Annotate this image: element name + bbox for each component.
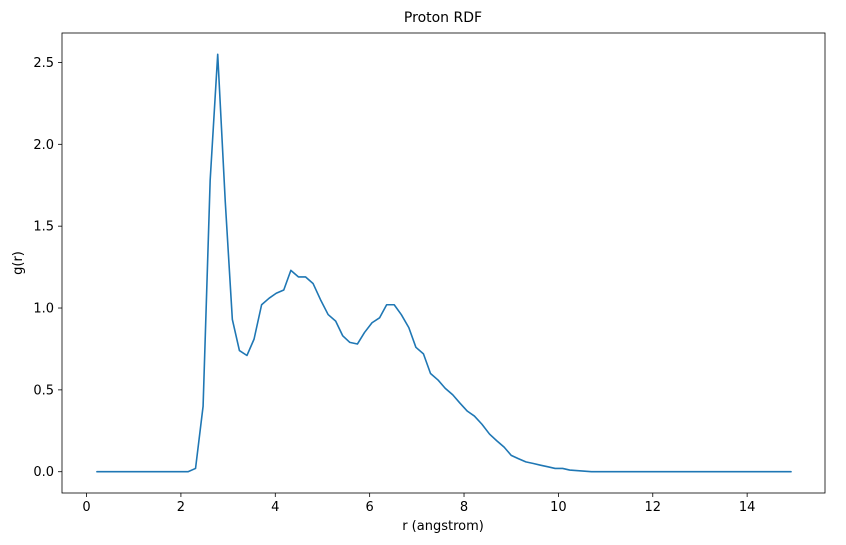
x-tick-label: 6: [366, 500, 374, 515]
y-tick-label: 1.5: [33, 220, 54, 235]
x-tick-label: 8: [460, 500, 468, 515]
plot-area: [61, 32, 826, 494]
x-tick-label: 0: [82, 500, 90, 515]
x-tick-label: 2: [177, 500, 185, 515]
x-tick-label: 14: [739, 500, 756, 515]
x-tick-label: 4: [271, 500, 279, 515]
y-tick-label: 0.0: [33, 465, 54, 480]
series-line: [96, 53, 792, 473]
y-tick-label: 2.5: [33, 56, 54, 71]
chart-title: Proton RDF: [404, 10, 482, 26]
y-axis: 0.0 0.5 1.0 1.5 2.0 2.5: [33, 56, 62, 480]
x-axis: 0 2 4 6 8 10 12 14: [82, 493, 755, 515]
y-tick-label: 0.5: [33, 383, 54, 398]
plot-background: [62, 33, 825, 493]
x-tick-label: 10: [550, 500, 567, 515]
y-tick-label: 1.0: [33, 302, 54, 317]
y-axis-title: g(r): [11, 251, 26, 275]
x-tick-label: 12: [644, 500, 661, 515]
x-axis-title: r (angstrom): [402, 519, 484, 534]
plot-frame: [61, 32, 826, 494]
y-tick-label: 2.0: [33, 138, 54, 153]
